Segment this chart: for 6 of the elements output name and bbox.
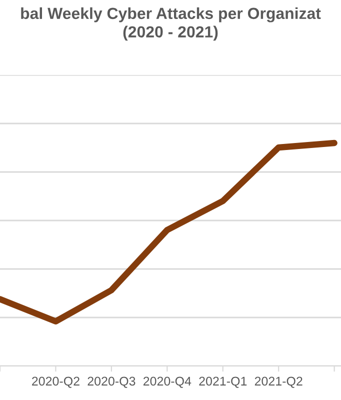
x-tick-label: 2020-Q3 <box>88 376 136 388</box>
x-tick-label: 2021-Q1 <box>199 376 247 388</box>
x-tick-label: 2021-Q2 <box>254 376 302 388</box>
x-tick-label: 2020-Q4 <box>143 376 192 388</box>
chart-title: bal Weekly Cyber Attacks per Organizat (2020 - 2021) <box>21 7 321 41</box>
x-tick-label: 2020-Q2 <box>32 376 80 388</box>
